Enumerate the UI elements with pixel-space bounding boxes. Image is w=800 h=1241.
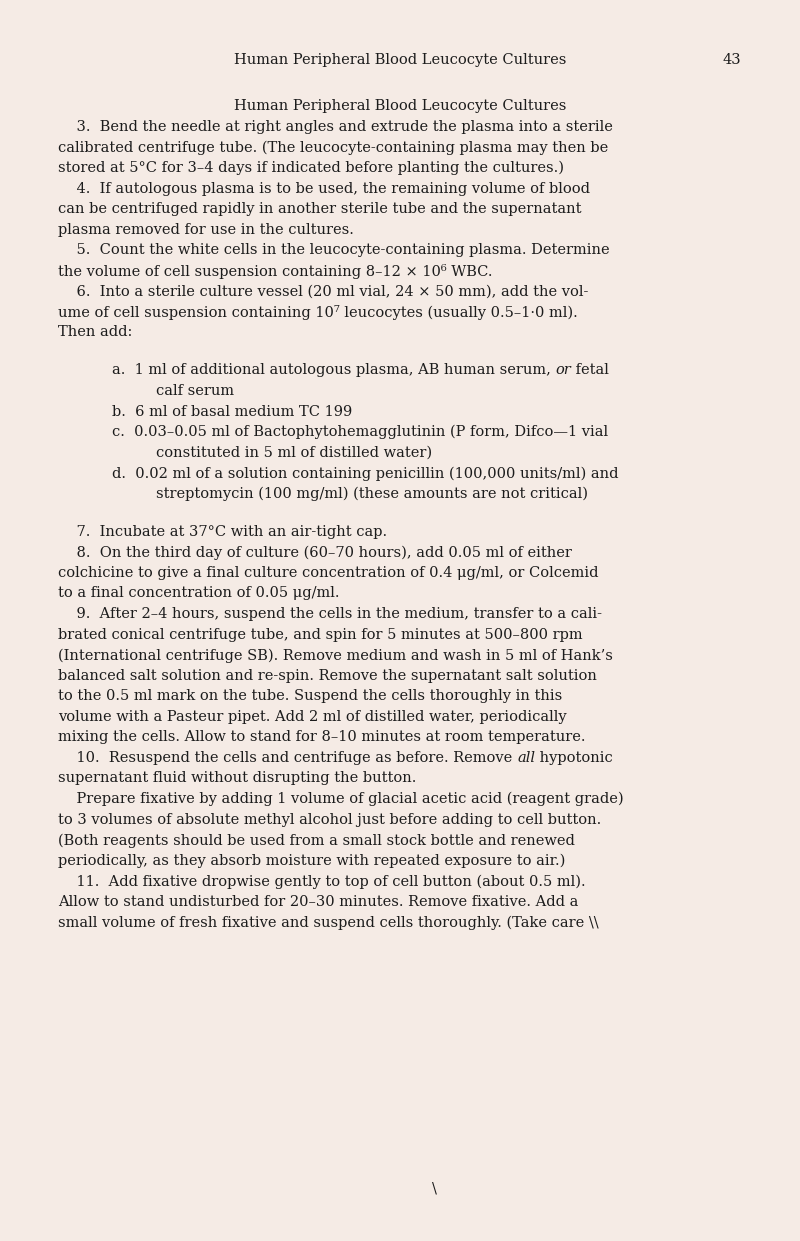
Text: to 3 volumes of absolute methyl alcohol just before adding to cell button.: to 3 volumes of absolute methyl alcohol … <box>58 813 602 827</box>
Text: (International centrifuge SB). Remove medium and wash in 5 ml of Hank’s: (International centrifuge SB). Remove me… <box>58 648 614 663</box>
Text: calf serum: calf serum <box>156 383 234 398</box>
Text: constituted in 5 ml of distilled water): constituted in 5 ml of distilled water) <box>156 446 432 459</box>
Text: 10.  Resuspend the cells and centrifuge as before. Remove: 10. Resuspend the cells and centrifuge a… <box>58 751 518 764</box>
Text: 7.  Incubate at 37°C with an air-tight cap.: 7. Incubate at 37°C with an air-tight ca… <box>58 525 387 539</box>
Text: hypotonic: hypotonic <box>535 751 613 764</box>
Text: all: all <box>518 751 535 764</box>
Text: streptomycin (100 mg/ml) (these amounts are not critical): streptomycin (100 mg/ml) (these amounts … <box>156 486 588 501</box>
Text: periodically, as they absorb moisture with repeated exposure to air.): periodically, as they absorb moisture wi… <box>58 854 566 867</box>
Text: (Both reagents should be used from a small stock bottle and renewed: (Both reagents should be used from a sma… <box>58 833 575 848</box>
Text: \: \ <box>432 1181 437 1195</box>
Text: can be centrifuged rapidly in another sterile tube and the supernatant: can be centrifuged rapidly in another st… <box>58 202 582 216</box>
Text: Allow to stand undisturbed for 20–30 minutes. Remove fixative. Add a: Allow to stand undisturbed for 20–30 min… <box>58 895 578 908</box>
Text: fetal: fetal <box>571 364 609 377</box>
Text: a.  1 ml of additional autologous plasma, AB human serum,: a. 1 ml of additional autologous plasma,… <box>112 364 555 377</box>
Text: 3.  Bend the needle at right angles and extrude the plasma into a sterile: 3. Bend the needle at right angles and e… <box>58 120 614 134</box>
Text: 43: 43 <box>723 53 742 67</box>
Text: stored at 5°C for 3–4 days if indicated before planting the cultures.): stored at 5°C for 3–4 days if indicated … <box>58 161 565 175</box>
Text: to a final concentration of 0.05 μg/ml.: to a final concentration of 0.05 μg/ml. <box>58 587 340 601</box>
Text: to the 0.5 ml mark on the tube. Suspend the cells thoroughly in this: to the 0.5 ml mark on the tube. Suspend … <box>58 689 562 704</box>
Text: 4.  If autologous plasma is to be used, the remaining volume of blood: 4. If autologous plasma is to be used, t… <box>58 181 590 196</box>
Text: 8.  On the third day of culture (60–70 hours), add 0.05 ml of either: 8. On the third day of culture (60–70 ho… <box>58 545 572 560</box>
Text: mixing the cells. Allow to stand for 8–10 minutes at room temperature.: mixing the cells. Allow to stand for 8–1… <box>58 731 586 745</box>
Text: the volume of cell suspension containing 8–12 × 10⁶ WBC.: the volume of cell suspension containing… <box>58 264 493 279</box>
Text: 5.  Count the white cells in the leucocyte-containing plasma. Determine: 5. Count the white cells in the leucocyt… <box>58 243 610 257</box>
Text: balanced salt solution and re-spin. Remove the supernatant salt solution: balanced salt solution and re-spin. Remo… <box>58 669 598 683</box>
Text: 6.  Into a sterile culture vessel (20 ml vial, 24 × 50 mm), add the vol-: 6. Into a sterile culture vessel (20 ml … <box>58 284 589 298</box>
Text: Human Peripheral Blood Leucocyte Cultures: Human Peripheral Blood Leucocyte Culture… <box>234 53 566 67</box>
Text: Human Peripheral Blood Leucocyte Cultures: Human Peripheral Blood Leucocyte Culture… <box>234 99 566 113</box>
Text: Then add:: Then add: <box>58 325 133 339</box>
Text: ume of cell suspension containing 10⁷ leucocytes (usually 0.5–1·0 ml).: ume of cell suspension containing 10⁷ le… <box>58 305 578 320</box>
Text: or: or <box>555 364 571 377</box>
Text: 11.  Add fixative dropwise gently to top of cell button (about 0.5 ml).: 11. Add fixative dropwise gently to top … <box>58 874 586 889</box>
Text: d.  0.02 ml of a solution containing penicillin (100,000 units/ml) and: d. 0.02 ml of a solution containing peni… <box>112 467 618 480</box>
Text: Prepare fixative by adding 1 volume of glacial acetic acid (reagent grade): Prepare fixative by adding 1 volume of g… <box>58 792 624 807</box>
Text: plasma removed for use in the cultures.: plasma removed for use in the cultures. <box>58 222 354 237</box>
Text: brated conical centrifuge tube, and spin for 5 minutes at 500–800 rpm: brated conical centrifuge tube, and spin… <box>58 628 583 642</box>
Text: supernatant fluid without disrupting the button.: supernatant fluid without disrupting the… <box>58 772 417 786</box>
Text: calibrated centrifuge tube. (The leucocyte-containing plasma may then be: calibrated centrifuge tube. (The leucocy… <box>58 140 609 155</box>
Text: b.  6 ml of basal medium TC 199: b. 6 ml of basal medium TC 199 <box>112 405 352 418</box>
Text: small volume of fresh fixative and suspend cells thoroughly. (Take care \\: small volume of fresh fixative and suspe… <box>58 916 599 930</box>
Text: 9.  After 2–4 hours, suspend the cells in the medium, transfer to a cali-: 9. After 2–4 hours, suspend the cells in… <box>58 607 602 620</box>
Text: volume with a Pasteur pipet. Add 2 ml of distilled water, periodically: volume with a Pasteur pipet. Add 2 ml of… <box>58 710 567 724</box>
Text: colchicine to give a final culture concentration of 0.4 μg/ml, or Colcemid: colchicine to give a final culture conce… <box>58 566 599 580</box>
Text: c.  0.03–0.05 ml of Bactophytohemagglutinin (P form, Difco—1 vial: c. 0.03–0.05 ml of Bactophytohemagglutin… <box>112 426 608 439</box>
